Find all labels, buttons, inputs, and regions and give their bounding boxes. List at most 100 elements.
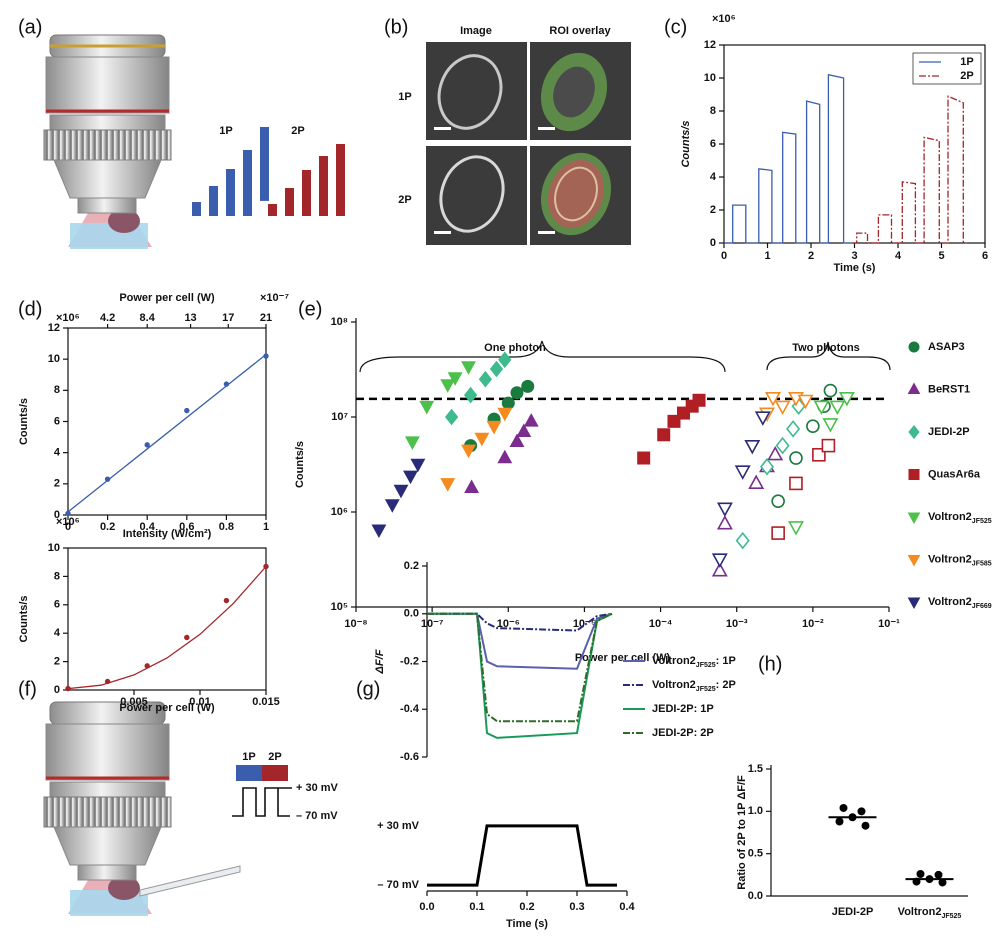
- x2-axis-label: Power per cell (W): [119, 292, 215, 304]
- x-tick-label: 1: [764, 250, 770, 262]
- point: [692, 393, 706, 407]
- point: [393, 484, 409, 499]
- label-suffix: : 2P: [716, 679, 736, 691]
- point: [838, 391, 855, 407]
- axis-multiplier: ×10⁻⁷: [260, 292, 289, 304]
- point: [907, 597, 921, 610]
- x-tick-label: 0.4: [140, 521, 156, 533]
- point: [835, 817, 844, 826]
- point: [461, 361, 476, 375]
- y-tick-label: -0.2: [400, 655, 419, 667]
- y-axis-label: ΔF/F: [374, 649, 386, 674]
- point: [767, 445, 784, 461]
- brace: [359, 340, 726, 373]
- objective-illustration: [43, 701, 172, 917]
- x-tick-label: 0.005: [120, 696, 148, 708]
- plot-frame: [723, 44, 986, 244]
- column-header: ROI overlay: [549, 25, 611, 37]
- point: [657, 428, 671, 442]
- label: – 70 mV: [296, 810, 338, 822]
- pipette: [139, 865, 241, 897]
- point: [510, 386, 524, 400]
- point: [775, 436, 790, 455]
- x2-tick-label: 21: [260, 312, 272, 324]
- x-tick-label: 0.01: [189, 696, 210, 708]
- line: [852, 95, 968, 244]
- point: [371, 524, 387, 539]
- point: [839, 803, 848, 812]
- legend-label: Voltron2JF525: [928, 511, 992, 525]
- row-header: 1P: [398, 91, 411, 103]
- point: [716, 502, 733, 517]
- x-tick-label: 1: [263, 521, 269, 533]
- y-tick-label: + 30 mV: [377, 820, 420, 832]
- x-tick-label: 5: [938, 250, 944, 262]
- y-tick-label: 4: [54, 447, 61, 459]
- legend-label: Voltron2JF525: 2P: [652, 679, 736, 693]
- x-tick-label: 10⁻⁶: [497, 618, 520, 630]
- y-axis-label: Ratio of 2P to 1P ΔF/F: [736, 775, 748, 890]
- point: [447, 372, 463, 386]
- y-axis-label: Counts/s: [18, 398, 30, 445]
- x-axis-label: Power per cell (W): [575, 652, 671, 664]
- point: [735, 531, 750, 550]
- y-tick-label: 0: [710, 237, 716, 249]
- x-tick-label: 6: [982, 250, 988, 262]
- legend-label: Voltron2JF525: 1P: [652, 655, 736, 669]
- label: 1P: [219, 125, 232, 137]
- point: [797, 394, 814, 410]
- panel-label: (h): [758, 653, 782, 675]
- point: [523, 413, 539, 427]
- x2-tick-label: 17: [222, 312, 234, 324]
- point: [516, 423, 532, 437]
- y-tick-label: 1.5: [748, 763, 763, 775]
- point: [184, 407, 190, 414]
- y-tick-label: 6: [54, 599, 60, 611]
- y-tick-label: 12: [704, 39, 716, 51]
- legend-label: JEDI-2P: 2P: [652, 727, 714, 739]
- y-tick-label: 10: [48, 353, 60, 365]
- plot-frame: [67, 327, 267, 516]
- legend-label: ASAP3: [928, 341, 965, 353]
- x-tick-label: 0.2: [100, 521, 115, 533]
- annotation: One photon: [484, 342, 546, 354]
- schematic-bars: [192, 126, 345, 216]
- point: [857, 807, 866, 816]
- x-tick-label: 10⁻⁸: [344, 618, 367, 630]
- y-tick-label: 8: [54, 570, 60, 582]
- y-tick-label: 12: [48, 322, 60, 334]
- column-header: Image: [460, 25, 492, 37]
- point: [771, 494, 785, 508]
- subscript: JF669: [972, 603, 992, 610]
- panel-label: (a): [18, 16, 42, 38]
- y-tick-label: 6: [54, 415, 60, 427]
- point: [744, 439, 761, 455]
- subscript: JF525: [941, 913, 961, 920]
- y-tick-label: 0: [54, 684, 60, 696]
- point: [711, 562, 728, 577]
- x-tick-label: 0.6: [179, 521, 194, 533]
- point: [754, 411, 771, 426]
- point: [765, 391, 781, 407]
- subscript: JF585: [972, 560, 992, 567]
- line: [427, 612, 613, 723]
- point: [823, 383, 838, 398]
- point: [789, 476, 803, 491]
- x-tick-label: 10⁻⁷: [421, 618, 444, 630]
- y-tick-label: 0.0: [748, 890, 763, 902]
- point: [861, 821, 870, 830]
- y-tick-label: 2: [710, 204, 716, 216]
- microscopy-images: [426, 42, 631, 245]
- y-tick-label: 1.0: [748, 805, 763, 817]
- point: [440, 379, 456, 393]
- point: [410, 458, 426, 473]
- legend-label: Voltron2JF669: [928, 596, 992, 610]
- point: [759, 457, 775, 476]
- point: [478, 370, 493, 388]
- y-tick-label: 10⁵: [331, 601, 348, 613]
- point: [938, 878, 947, 887]
- legend-label: Voltron2JF585: [928, 553, 992, 567]
- axis-multiplier: ×10⁶: [56, 312, 80, 324]
- point: [501, 396, 515, 410]
- point: [144, 442, 150, 448]
